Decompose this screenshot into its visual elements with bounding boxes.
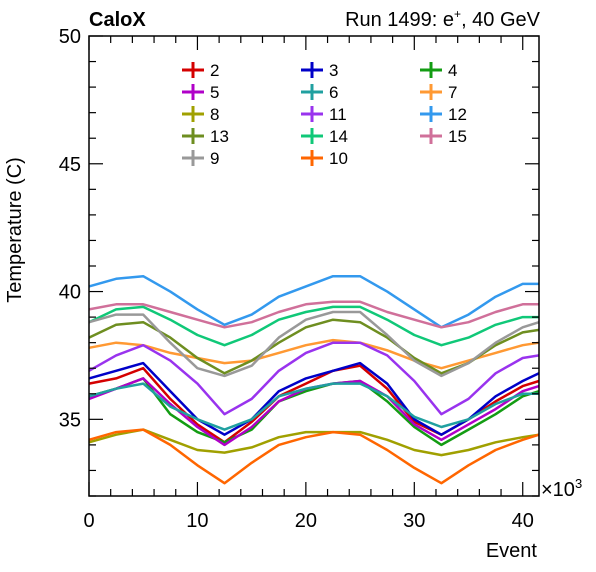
header-right-label: Run 1499: e+, 40 GeV [345,7,541,31]
series-line-10 [88,428,540,485]
legend-label: 5 [210,83,219,102]
legend-entry-7: 7 [420,83,457,102]
legend-label: 13 [210,127,229,146]
run-label-suffix: , 40 GeV [461,9,541,31]
legend-label: 11 [329,105,347,124]
legend-label: 6 [329,83,338,102]
x-tick-label: 20 [295,510,317,532]
y-tick-label: 50 [59,26,81,48]
x-multiplier-exponent: 3 [575,476,582,491]
y-tick-label: 45 [59,154,81,176]
x-multiplier-label: ×103 [541,476,582,501]
legend-entry-15: 15 [420,127,467,146]
series-line-14 [88,305,539,347]
legend-entry-14: 14 [301,127,348,146]
run-label-superscript: + [454,7,461,21]
header-left-label: CaloX [89,9,146,31]
legend-entry-2: 2 [182,61,219,80]
series-line-11 [88,341,540,416]
legend-entry-5: 5 [182,83,219,102]
legend-entry-13: 13 [182,127,229,146]
legend-label: 12 [448,105,467,124]
series-line-6 [88,382,539,431]
series-line-15 [88,300,539,329]
x-tick-label: 40 [512,510,534,532]
legend-label: 14 [329,127,348,146]
x-axis-label: Event [486,540,538,562]
legend-label: 7 [448,83,457,102]
legend-label: 3 [329,61,338,80]
y-axis-label: Temperature (C) [4,157,26,303]
legend-label: 8 [210,105,219,124]
legend-entry-6: 6 [301,83,338,102]
x-tick-label: 30 [403,510,425,532]
legend-label: 9 [210,149,219,168]
run-label: Run 1499: e [345,9,454,31]
x-tick-label: 10 [186,510,208,532]
legend-entry-9: 9 [182,149,219,168]
legend-label: 10 [329,149,348,168]
legend-entry-8: 8 [182,105,219,124]
legend-entry-12: 12 [420,105,467,124]
legend-entry-4: 4 [420,61,457,80]
legend-entry-3: 3 [301,61,338,80]
x-tick-label: 0 [83,510,94,532]
y-tick-label: 35 [59,409,81,431]
legend-label: 15 [448,127,467,146]
series-line-12 [88,274,539,329]
series-line-9 [88,310,540,378]
legend-entry-11: 11 [301,105,347,124]
legend-label: 2 [210,61,219,80]
y-tick-label: 40 [59,282,81,304]
series-line-8 [88,428,540,457]
legend-entry-10: 10 [301,149,348,168]
legend: 2 3 4 5 6 7 8 11 12 13 14 15 9 10 [182,61,467,168]
x-multiplier-base: ×10 [541,479,575,501]
series-layer [88,274,540,485]
legend-label: 4 [448,61,457,80]
